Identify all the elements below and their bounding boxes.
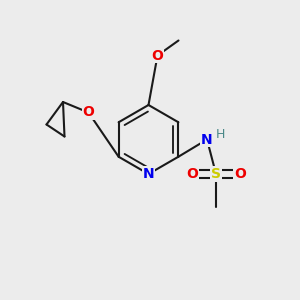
Text: N: N bbox=[201, 133, 213, 146]
Text: O: O bbox=[186, 167, 198, 181]
Text: H: H bbox=[216, 128, 225, 142]
Text: N: N bbox=[143, 167, 154, 181]
Text: O: O bbox=[152, 49, 164, 62]
Text: S: S bbox=[211, 167, 221, 181]
Text: O: O bbox=[82, 106, 94, 119]
Text: O: O bbox=[234, 167, 246, 181]
